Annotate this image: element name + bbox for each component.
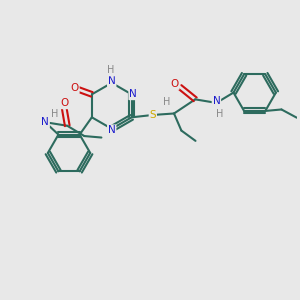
Text: N: N [108, 76, 116, 86]
Text: N: N [212, 96, 220, 106]
Text: H: H [163, 97, 170, 107]
Text: N: N [41, 117, 49, 127]
Text: S: S [149, 110, 156, 120]
Text: H: H [51, 109, 58, 119]
Text: N: N [129, 89, 137, 99]
Text: O: O [170, 79, 179, 89]
Text: O: O [70, 83, 79, 93]
Text: H: H [216, 109, 223, 119]
Text: O: O [60, 98, 68, 108]
Text: N: N [108, 125, 116, 135]
Text: H: H [107, 65, 115, 76]
